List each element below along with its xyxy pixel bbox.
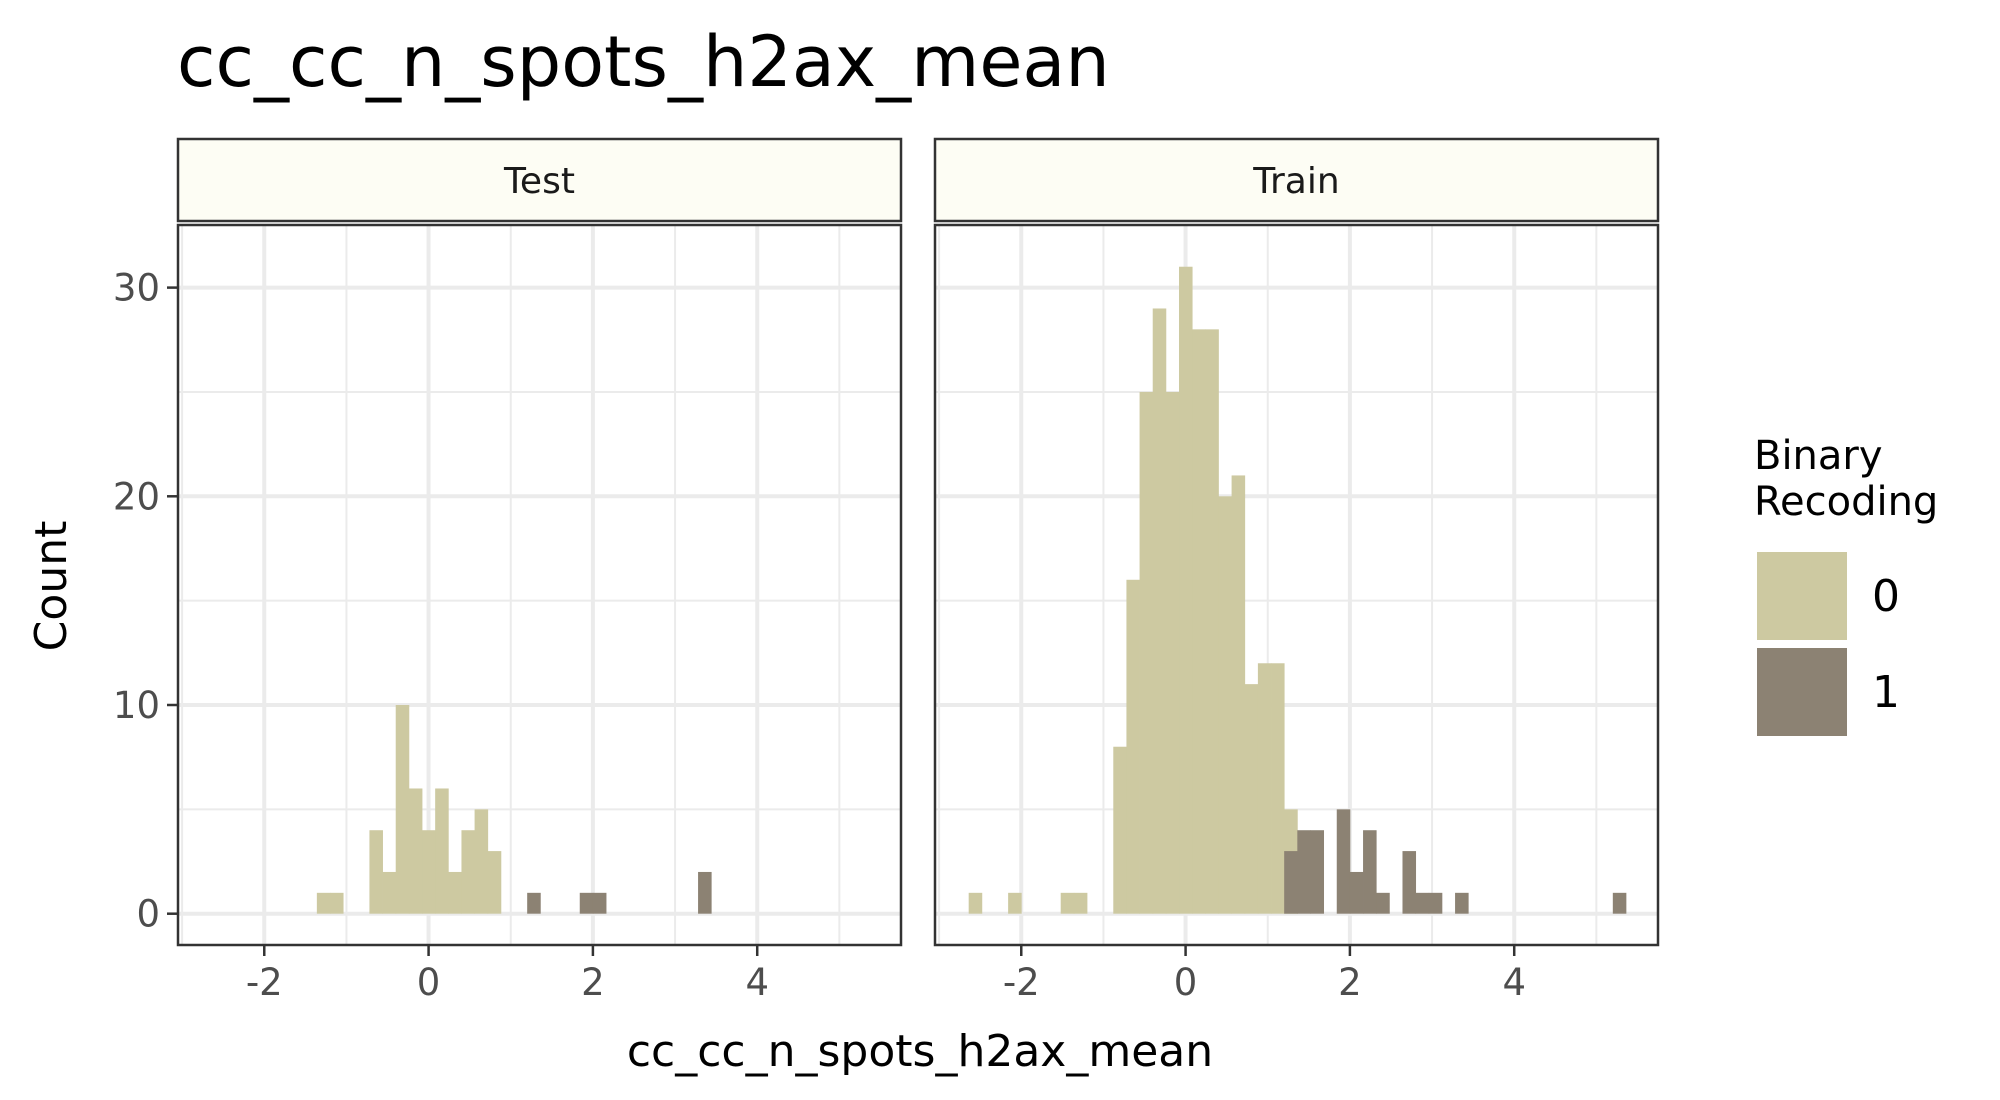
y-tick-label: 30 [113,267,160,310]
legend-title-line-2: Recoding [1754,479,1938,525]
panel-test: Test -2 0 2 4 0 10 20 30 [113,137,903,1004]
x-axis-ticks: -2 0 2 4 [1003,945,1526,1004]
histogram-bar [1455,892,1469,914]
histogram-bar [1192,329,1206,914]
histogram-bar [1284,851,1298,914]
y-tick-label: 10 [113,684,160,727]
facet-strip-label: Train [1252,161,1339,202]
histogram-bar [1060,892,1075,914]
histogram-bar [1336,809,1351,914]
x-axis-label: cc_cc_n_spots_h2ax_mean [627,1026,1213,1077]
x-tick-label: 4 [1502,961,1526,1004]
facet-strip [176,137,903,223]
histogram-bar [1008,892,1022,914]
histogram-bar [487,851,502,914]
histogram-bar [1428,892,1443,914]
histogram-bar [1363,830,1377,914]
chart-title: cc_cc_n_spots_h2ax_mean [177,21,1110,103]
histogram-bar [1271,663,1285,914]
legend-entries: 01 [1757,552,1900,736]
histogram-bar [422,830,436,914]
histogram-bar [1297,830,1311,914]
histogram-bar [592,892,607,914]
x-axis-ticks: -2 0 2 4 [246,945,769,1004]
histogram-bar [1415,892,1430,914]
histogram-bar [474,809,489,914]
histogram-bar [1310,830,1325,914]
y-axis-label: Count [26,521,77,652]
histogram-bar [1402,851,1417,914]
histogram-bar [1349,871,1364,914]
histogram-bars [316,705,712,914]
facet-strip [933,137,1660,223]
histogram-bar [1073,892,1088,914]
histogram-bar [1113,746,1127,914]
x-tick-label: 0 [417,961,441,1004]
histogram-bar [698,871,712,914]
histogram-bar [369,830,383,914]
x-tick-label: -2 [1003,961,1040,1004]
histogram-bar [1231,475,1246,914]
histogram-bar [527,892,541,914]
histogram-bar [1244,684,1259,914]
y-axis-ticks: 0 10 20 30 [113,267,178,936]
x-tick-label: 2 [1338,961,1362,1004]
y-tick-label: 20 [113,475,160,518]
histogram-bar [1376,892,1390,914]
panel-border [176,223,903,947]
histogram-bar [382,871,397,914]
histogram-bar [579,892,594,914]
histogram-bar [1179,266,1193,914]
legend-key-0 [1757,552,1847,640]
histogram-bars [968,266,1627,914]
histogram-bar [968,892,983,914]
x-tick-label: 2 [581,961,605,1004]
x-tick-label: -2 [246,961,283,1004]
legend-label-1: 1 [1872,667,1900,718]
histogram-bar [1165,391,1180,914]
x-tick-label: 0 [1174,961,1198,1004]
histogram-bar [408,788,423,914]
facet-panels: Test -2 0 2 4 0 10 20 30 Train -2 0 2 4 [113,137,1660,1004]
panel-background [178,225,901,945]
histogram-bar [1257,663,1272,914]
facet-strip-label: Test [503,161,575,202]
histogram-bar [329,892,344,914]
x-tick-label: 4 [745,961,769,1004]
histogram-bar [1205,329,1219,914]
y-tick-label: 0 [136,893,160,936]
legend-title-line-1: Binary [1754,433,1883,479]
histogram-bar [448,871,462,914]
histogram-bar [1126,579,1140,914]
histogram-bar [1152,308,1167,914]
panel-border [933,223,1660,947]
histogram-bar [461,830,475,914]
histogram-bar [395,705,410,914]
histogram-bar [1218,496,1232,914]
histogram-bar [1139,391,1154,914]
legend-label-0: 0 [1872,571,1900,622]
histogram-bar [316,892,331,914]
legend-key-1 [1757,648,1847,736]
histogram-bar [435,788,449,914]
panel-train: Train -2 0 2 4 [933,137,1660,1004]
histogram-bar [1612,892,1627,914]
legend: Binary Recoding 01 [1754,433,1938,736]
